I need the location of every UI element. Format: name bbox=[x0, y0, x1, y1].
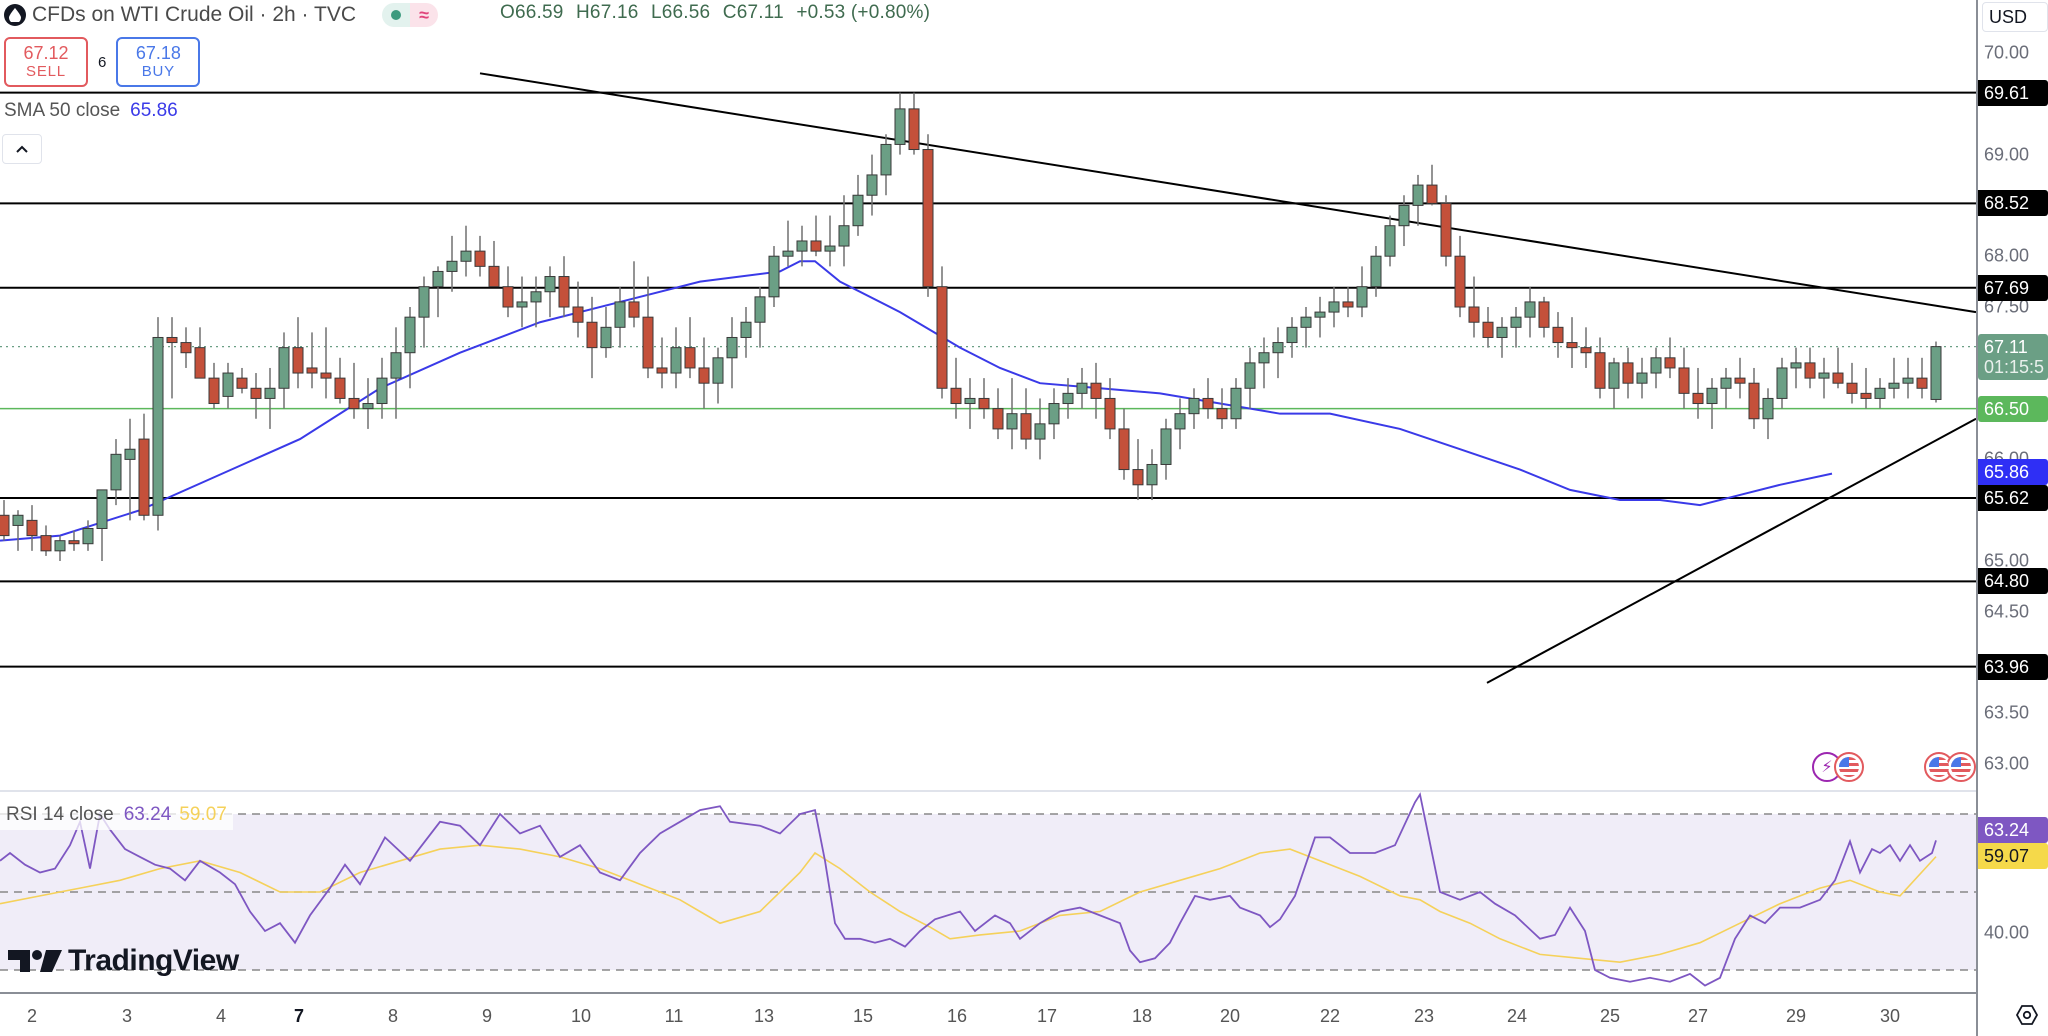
sma-value: 65.86 bbox=[130, 100, 178, 121]
time-tick-label: 7 bbox=[293, 1006, 305, 1026]
oil-drop-icon bbox=[4, 4, 26, 26]
time-tick-label: 11 bbox=[664, 1006, 684, 1026]
price-tick-label: 65.00 bbox=[1984, 550, 2030, 571]
rsi-legend[interactable]: RSI 14 close 63.24 59.07 bbox=[0, 800, 233, 830]
rsi-line bbox=[0, 792, 1937, 987]
time-tick-label: 16 bbox=[946, 1006, 968, 1026]
level-price-tag: 64.80 bbox=[1978, 568, 2048, 595]
time-tick-label: 30 bbox=[1879, 1006, 1901, 1026]
trendline[interactable] bbox=[1486, 417, 1977, 684]
collapse-legend-button[interactable] bbox=[2, 134, 42, 164]
level-price-tag: 65.62 bbox=[1978, 485, 2048, 511]
time-tick-label: 29 bbox=[1785, 1006, 1807, 1026]
sell-label: SELL bbox=[26, 63, 66, 80]
rsi-value: 63.24 bbox=[123, 804, 172, 825]
time-tick-label: 17 bbox=[1036, 1006, 1058, 1026]
economic-events-group-2 bbox=[1924, 752, 1976, 782]
price-tick-label: 68.00 bbox=[1984, 245, 2030, 266]
sell-price: 67.12 bbox=[23, 43, 69, 63]
delayed-data-icon: ≈ bbox=[410, 3, 439, 27]
time-tick-label: 27 bbox=[1687, 1006, 1709, 1026]
spread-value: 6 bbox=[98, 53, 107, 71]
change-value: +0.53 (+0.80%) bbox=[796, 2, 931, 23]
price-tick-label: 63.50 bbox=[1984, 702, 2030, 723]
support-price-tag: 66.50 bbox=[1978, 395, 2048, 422]
settings-hexagon-icon[interactable] bbox=[2015, 1003, 2039, 1027]
price-tick-label: 64.50 bbox=[1984, 601, 2030, 622]
time-tick-label: 25 bbox=[1599, 1006, 1621, 1026]
rsi-value-tag: 63.24 bbox=[1978, 817, 2048, 843]
high-value: H67.16 bbox=[576, 2, 639, 23]
low-value: L66.56 bbox=[650, 2, 711, 23]
rsi-ma-value-tag: 59.07 bbox=[1978, 843, 2048, 869]
price-tick-label: 69.00 bbox=[1984, 144, 2030, 165]
tradingview-wordmark: TradingView bbox=[68, 944, 239, 977]
time-tick-label: 18 bbox=[1131, 1006, 1153, 1026]
time-tick-label: 24 bbox=[1506, 1006, 1528, 1026]
symbol-title[interactable]: CFDs on WTI Crude Oil · 2h · TVC bbox=[32, 3, 357, 26]
time-tick-label: 23 bbox=[1413, 1006, 1435, 1026]
time-tick-label: 20 bbox=[1219, 1006, 1241, 1026]
tradingview-logo[interactable]: TradingView bbox=[8, 944, 239, 978]
price-tick-label: 67.50 bbox=[1984, 296, 2030, 317]
us-flag-event-icon[interactable] bbox=[1834, 752, 1864, 782]
market-open-dot-icon bbox=[382, 3, 411, 27]
time-tick-label: 15 bbox=[852, 1006, 874, 1026]
current-price-tag: 67.11 01:15:5 bbox=[1978, 333, 2048, 380]
sma-label: SMA 50 close bbox=[4, 100, 121, 121]
sma-price-tag: 65.86 bbox=[1978, 458, 2048, 485]
market-status[interactable]: ≈ bbox=[382, 3, 439, 27]
time-tick-label: 3 bbox=[121, 1006, 133, 1026]
level-price-tag: 63.96 bbox=[1978, 653, 2048, 680]
open-value: O66.59 bbox=[500, 2, 564, 23]
buy-label: BUY bbox=[141, 63, 175, 80]
time-tick-label: 4 bbox=[215, 1006, 227, 1026]
close-value: C67.11 bbox=[722, 2, 784, 23]
ohlc-values: O66.59 H67.16 L66.56 C67.11 +0.53 (+0.80… bbox=[500, 2, 937, 24]
economic-events-group-1: ⚡ bbox=[1812, 752, 1864, 782]
sell-button[interactable]: 67.12 SELL bbox=[4, 37, 88, 87]
buy-price: 67.18 bbox=[135, 43, 181, 63]
price-tick-label: 70.00 bbox=[1984, 42, 2030, 63]
rsi-label: RSI 14 close bbox=[6, 804, 114, 825]
buy-button[interactable]: 67.18 BUY bbox=[116, 37, 201, 87]
level-price-tag: 68.52 bbox=[1978, 190, 2048, 217]
sma-line bbox=[0, 260, 1833, 542]
current-price-value: 67.11 bbox=[1984, 336, 2028, 357]
rsi-tick-label: 40.00 bbox=[1984, 922, 2030, 943]
currency-selector[interactable]: USD bbox=[1982, 2, 2048, 32]
time-tick-label: 2 bbox=[26, 1006, 38, 1026]
trade-panel: 67.12 SELL 6 67.18 BUY bbox=[4, 37, 201, 87]
level-price-tag: 69.61 bbox=[1978, 79, 2048, 106]
level-price-tag: 67.69 bbox=[1978, 274, 2048, 301]
us-flag-event-icon[interactable] bbox=[1946, 752, 1976, 782]
chevron-up-icon bbox=[16, 145, 28, 153]
time-tick-label: 8 bbox=[387, 1006, 399, 1026]
sma-legend[interactable]: SMA 50 close 65.86 bbox=[4, 100, 178, 122]
price-tick-label: 63.00 bbox=[1984, 753, 2030, 774]
tradingview-logo-icon bbox=[8, 950, 62, 972]
time-axis[interactable]: 2 3 4 7 8 9 10 11 13 15 16 17 18 20 22 23 24 25 27 29 30 bbox=[0, 992, 1976, 1036]
symbol-header: CFDs on WTI Crude Oil · 2h · TVC ≈ bbox=[0, 0, 439, 30]
rsi-ma-value: 59.07 bbox=[179, 804, 227, 825]
trendline[interactable] bbox=[479, 72, 1977, 314]
time-tick-label: 22 bbox=[1319, 1006, 1341, 1026]
time-tick-label: 13 bbox=[753, 1006, 775, 1026]
price-axis[interactable] bbox=[1976, 0, 2048, 1036]
bar-countdown: 01:15:5 bbox=[1984, 356, 2045, 377]
time-tick-label: 9 bbox=[481, 1006, 493, 1026]
candles bbox=[0, 92, 1942, 561]
time-tick-label: 10 bbox=[570, 1006, 592, 1026]
